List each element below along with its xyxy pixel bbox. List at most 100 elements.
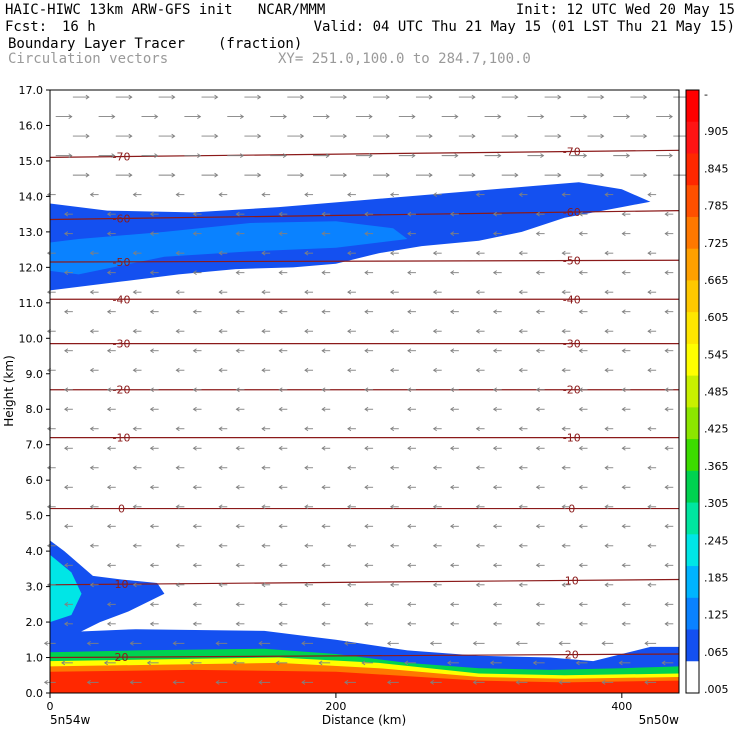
vector-head [472,640,477,646]
vector-head [172,679,177,685]
vector-head [558,640,563,646]
vector-head [535,621,540,627]
plot-frame [49,89,680,694]
vector-head [132,192,137,198]
vector-head [450,484,455,490]
vector-head [278,231,283,237]
vector-head [475,582,480,588]
vector-head [450,309,455,315]
vector-head [389,426,395,432]
vector-head [175,465,180,471]
vector-head [364,523,369,529]
vector-head [342,172,348,178]
y-tick-label: 10.0 [19,332,44,345]
vector-head [347,367,352,373]
colorbar-label: .245 [704,534,729,547]
vector-head [149,445,154,451]
vector-head [149,387,154,393]
isotherm-line-9 [49,653,680,659]
vector-head [472,679,477,685]
vector-head [492,387,497,393]
colorbar-segment [686,470,699,504]
isotherm-label-6-1: -10 [563,432,581,445]
vector-head [64,348,69,354]
vector-head [432,250,437,256]
vector-head [583,153,588,158]
vector-head [103,660,109,666]
vector-head [389,504,395,510]
vector-head [535,211,540,217]
vector-head [621,211,626,217]
vector-head [561,367,566,373]
vector-head [578,211,583,217]
vector-head [475,465,480,471]
vector-head [218,250,223,256]
vector-head [578,406,583,412]
colorbar-label: .665 [704,274,729,287]
y-tick-label: 12.0 [19,261,44,274]
vector-head [364,601,369,607]
vector-head [492,270,497,276]
vector-head [625,153,631,158]
vector-head [321,231,326,237]
vector-head [604,465,609,471]
vector-head [64,601,69,607]
y-tick-label: 2.0 [26,616,44,629]
vector-head [664,445,669,451]
x-endpoint-right: 5n50w [639,713,680,727]
vector-head [304,426,309,432]
vector-head [407,387,412,393]
vector-head [454,114,459,119]
vector-head [64,387,69,393]
y-tick-label: 7.0 [26,439,44,452]
vector-head [218,192,223,198]
vector-head [647,192,652,198]
vector-head [300,172,305,178]
vector-head [149,601,154,607]
vector-head [364,445,369,451]
isotherm-label-4-0: -30 [112,338,130,351]
vector-head [432,465,437,471]
vector-head [535,484,540,490]
vector-head [492,231,497,237]
vector-head [214,94,219,100]
vector-head [428,133,433,139]
vector-head [235,348,240,354]
vector-head [321,270,326,276]
vector-head [132,426,137,432]
colorbar-segment [686,534,699,567]
vector-head [664,406,669,412]
vector-head [647,504,652,510]
vector-head [129,679,134,685]
vector-head [106,348,112,354]
vector-head [535,231,540,237]
vector-head [64,562,69,568]
vector-head [492,523,497,529]
vector-head [561,504,566,510]
colorbar-label: .005 [704,683,729,696]
vector-head [175,426,180,432]
vector-head [261,367,266,373]
vector-head [475,250,480,256]
vector-head [321,309,326,315]
vector-head [347,426,352,432]
axes-layer: 0.0 1.0 2.0 3.0 4.0 5.0 6.0 7.0 8.0 9.0 10.0 11.0 12… [19,84,633,713]
vector-head [275,660,280,666]
vector-head [128,133,133,139]
vector-head [428,172,433,178]
vector-head [601,640,606,646]
vector-head [64,211,69,217]
vector-head [149,523,154,529]
vector-head [106,601,112,607]
vector-head [432,192,437,198]
vector-head [218,504,223,510]
vector-head [304,582,309,588]
isotherm-label-5-1: -20 [563,384,581,397]
isotherm-label-7-0: 0 [118,503,125,516]
vector-head [278,309,283,315]
vector-head [171,133,176,139]
vector-head [175,289,180,295]
vector-head [278,387,283,393]
vector-head [215,679,220,685]
vector-head [518,465,523,471]
